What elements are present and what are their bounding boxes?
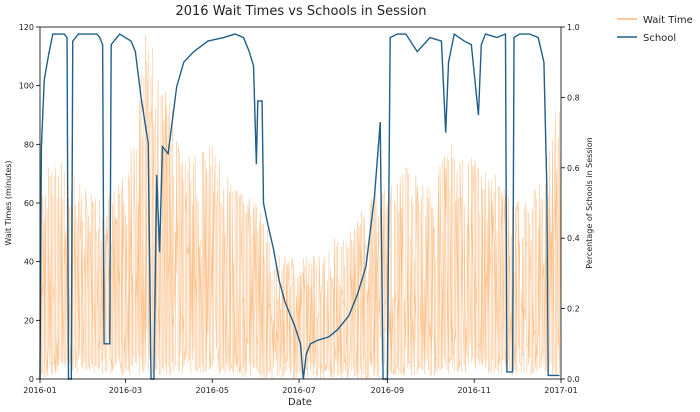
y-left-tick-label: 0 bbox=[29, 375, 34, 384]
y-axis-right-label: Percentage of Schools in Session bbox=[585, 137, 594, 268]
y-right-tick-label: 0.8 bbox=[567, 93, 580, 102]
x-axis: 2016-01 2016-03 2016-05 2016-07 2016-09 2016-… bbox=[23, 379, 578, 395]
y-right-tick-label: 0.2 bbox=[567, 305, 580, 314]
x-tick-label: 2017-01 bbox=[544, 386, 577, 395]
x-tick-label: 2016-09 bbox=[371, 386, 404, 395]
legend-school-label: School bbox=[643, 33, 676, 44]
plot-area bbox=[39, 32, 562, 380]
y-left-tick-label: 120 bbox=[19, 23, 34, 32]
y-axis-left-label: Wait Times (minutes) bbox=[4, 160, 13, 245]
y-axis-left: 0 20 40 60 80 100 120 bbox=[19, 23, 40, 384]
y-right-tick-label: 0.4 bbox=[567, 234, 580, 243]
y-left-tick-label: 80 bbox=[24, 140, 34, 149]
y-right-tick-label: 1.0 bbox=[567, 23, 580, 32]
y-left-tick-label: 20 bbox=[24, 316, 34, 325]
legend-wait-time-label: Wait Time bbox=[643, 15, 693, 26]
x-tick-label: 2016-03 bbox=[109, 386, 142, 395]
y-right-tick-label: 0.6 bbox=[567, 164, 580, 173]
legend: Wait Time School bbox=[617, 15, 693, 44]
series-wait-time-line bbox=[39, 35, 562, 380]
y-axis-right: 0.0 0.2 0.4 0.6 0.8 1.0 bbox=[561, 23, 580, 384]
x-axis-label: Date bbox=[288, 397, 312, 408]
x-tick-label: 2016-07 bbox=[282, 386, 315, 395]
x-tick-label: 2016-01 bbox=[23, 386, 56, 395]
chart-title: 2016 Wait Times vs Schools in Session bbox=[175, 4, 426, 19]
y-left-tick-label: 60 bbox=[24, 199, 34, 208]
y-left-tick-label: 40 bbox=[24, 258, 34, 267]
y-left-tick-label: 100 bbox=[19, 82, 34, 91]
x-tick-label: 2016-11 bbox=[457, 386, 490, 395]
y-right-tick-label: 0.0 bbox=[567, 375, 580, 384]
x-tick-label: 2016-05 bbox=[196, 386, 229, 395]
series-school-line bbox=[39, 32, 560, 380]
